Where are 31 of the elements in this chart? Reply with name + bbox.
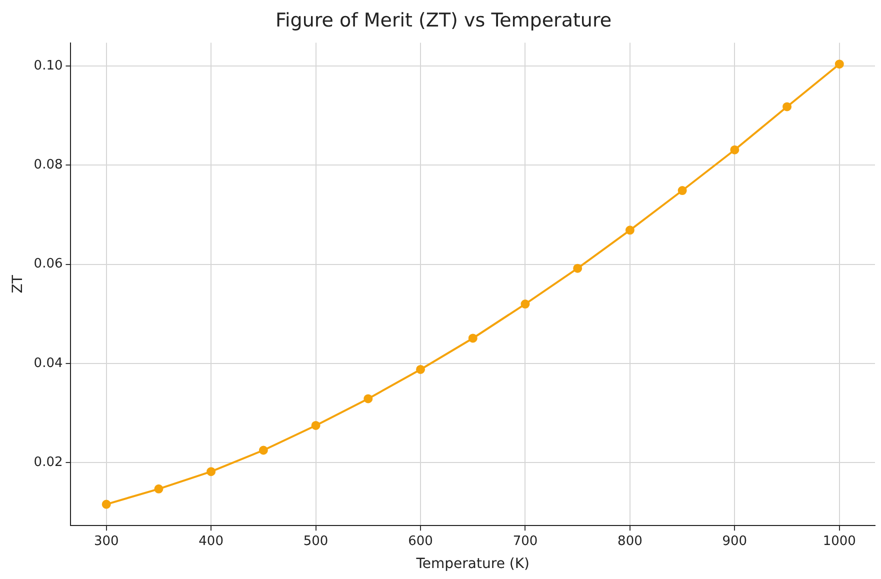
y-tick-label: 0.08	[34, 158, 63, 173]
x-tick-label: 800	[618, 534, 642, 549]
x-tick-label: 700	[512, 534, 538, 549]
point	[311, 420, 320, 430]
y-tick-label: 0.04	[34, 356, 63, 371]
point	[154, 484, 164, 494]
x-tick-label: 600	[408, 534, 433, 549]
point	[834, 60, 844, 69]
x-axis-title: Temperature (K)	[415, 556, 530, 572]
point	[416, 364, 426, 374]
point	[364, 394, 373, 404]
y-tick-label: 0.02	[34, 455, 63, 470]
point	[678, 186, 687, 196]
point	[102, 500, 111, 509]
point	[573, 264, 582, 273]
point	[468, 334, 478, 343]
x-tick-label: 400	[198, 534, 224, 549]
x-tick-label: 1000	[822, 534, 856, 549]
y-tick-label: 0.06	[34, 256, 63, 272]
y-tick-label: 0.10	[34, 58, 63, 74]
point	[206, 467, 216, 476]
point	[520, 300, 530, 309]
x-tick-label: 900	[722, 534, 748, 549]
point	[730, 145, 740, 154]
point	[782, 102, 792, 112]
x-tick-label: 500	[303, 534, 328, 549]
x-tick-label: 300	[94, 534, 119, 549]
point	[625, 226, 634, 235]
point	[258, 446, 268, 455]
y-axis-title: ZT	[10, 274, 26, 294]
chart-title: Figure of Merit (ZT) vs Temperature	[275, 9, 612, 32]
